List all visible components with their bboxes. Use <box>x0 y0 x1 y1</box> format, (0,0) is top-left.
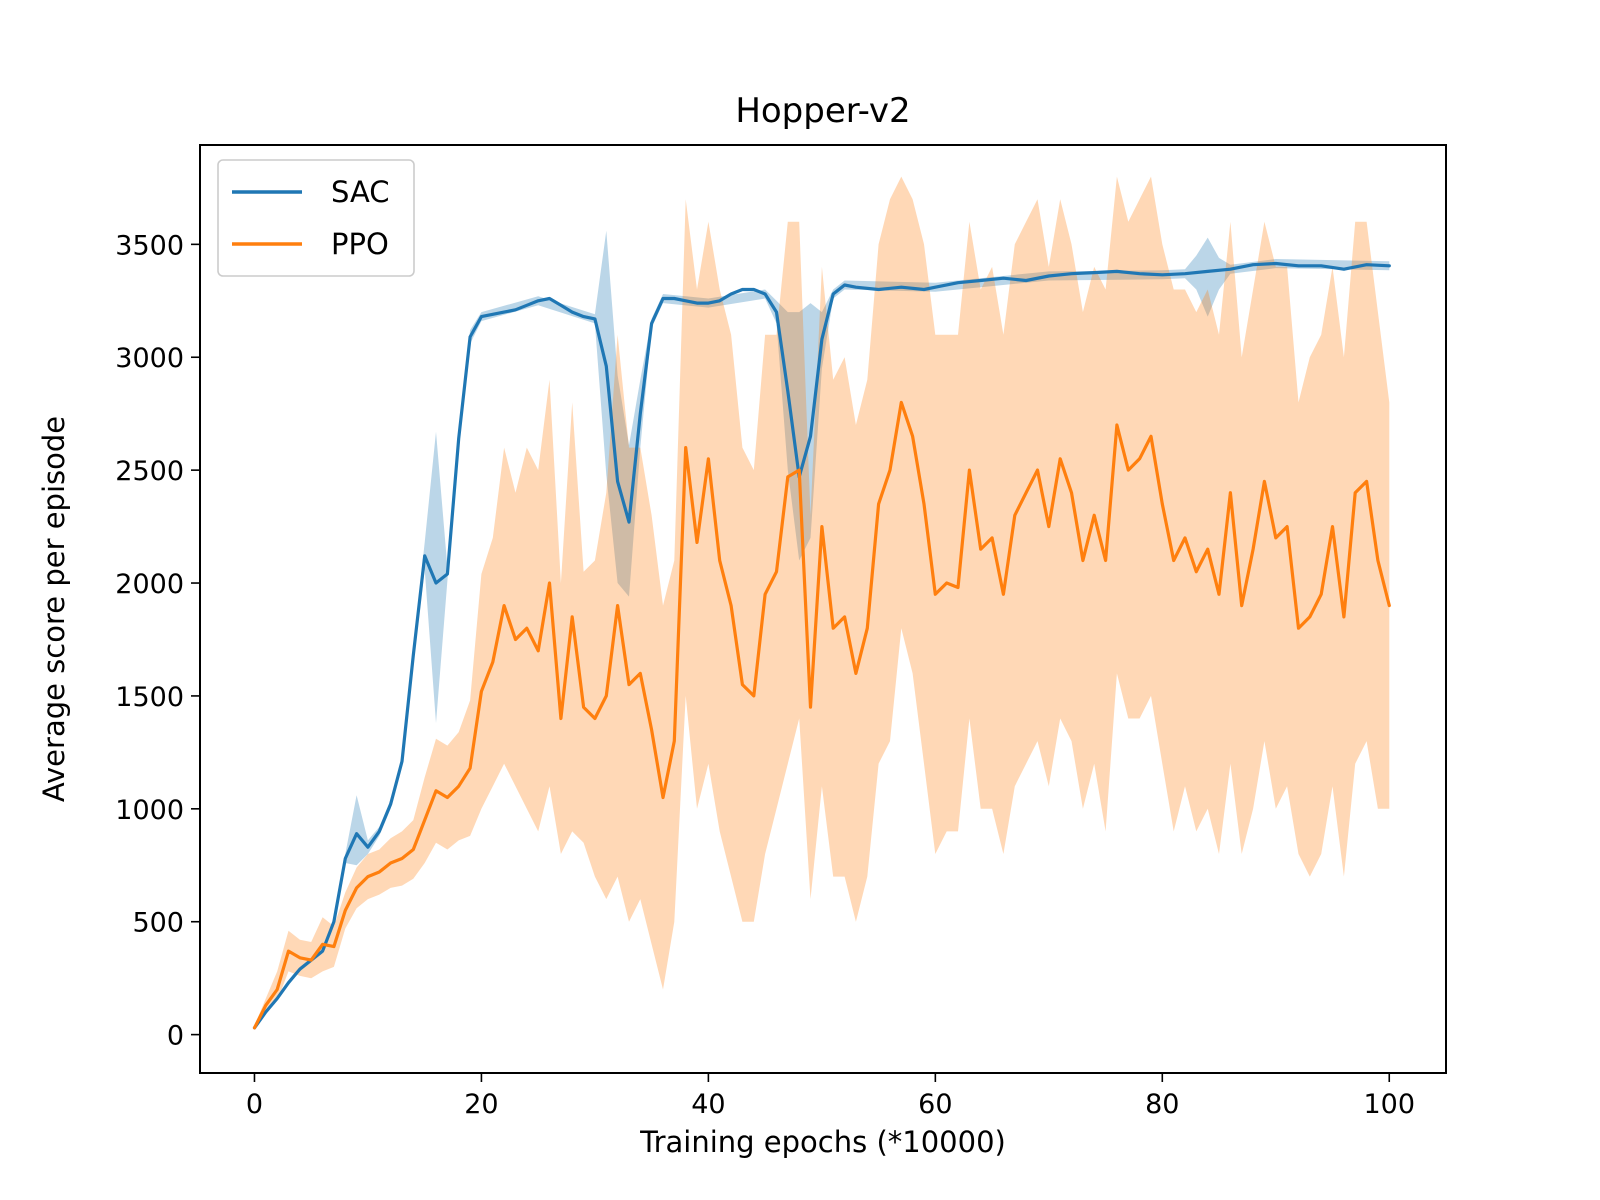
legend-label-ppo: PPO <box>331 227 389 261</box>
y-tick-label: 1500 <box>115 682 184 713</box>
series-line-ppo <box>252 400 1391 1030</box>
chart-title: Hopper-v2 <box>735 91 910 131</box>
x-tick-label: 60 <box>918 1089 952 1120</box>
series-lines <box>252 261 1391 1030</box>
y-tick-label: 3500 <box>115 230 184 261</box>
x-axis-ticks: 0 20 40 60 80 100 <box>246 1073 1415 1120</box>
series-line-sac <box>252 261 1391 1030</box>
plot-area-frame <box>199 144 1447 1074</box>
legend-label-sac: SAC <box>331 175 390 209</box>
legend-box <box>217 159 415 277</box>
legend: SAC PPO <box>217 159 415 277</box>
y-axis-title: Average score per episode <box>37 416 71 802</box>
y-axis-ticks: 0 500 1000 1500 2000 2500 3000 3500 <box>115 230 200 1052</box>
y-tick-label: 500 <box>132 908 184 939</box>
y-tick-label: 1000 <box>115 795 184 826</box>
x-tick-label: 20 <box>464 1089 498 1120</box>
x-tick-label: 100 <box>1363 1089 1415 1120</box>
y-tick-label: 0 <box>167 1021 184 1052</box>
y-tick-label: 3000 <box>115 343 184 374</box>
x-axis-title: Training epochs (*10000) <box>639 1125 1006 1159</box>
confidence-bands <box>254 176 1390 1031</box>
x-tick-label: 40 <box>691 1089 725 1120</box>
x-tick-label: 0 <box>246 1089 263 1120</box>
x-tick-label: 80 <box>1145 1089 1179 1120</box>
y-tick-label: 2000 <box>115 569 184 600</box>
band-ppo <box>254 176 1390 1031</box>
y-tick-label: 2500 <box>115 456 184 487</box>
